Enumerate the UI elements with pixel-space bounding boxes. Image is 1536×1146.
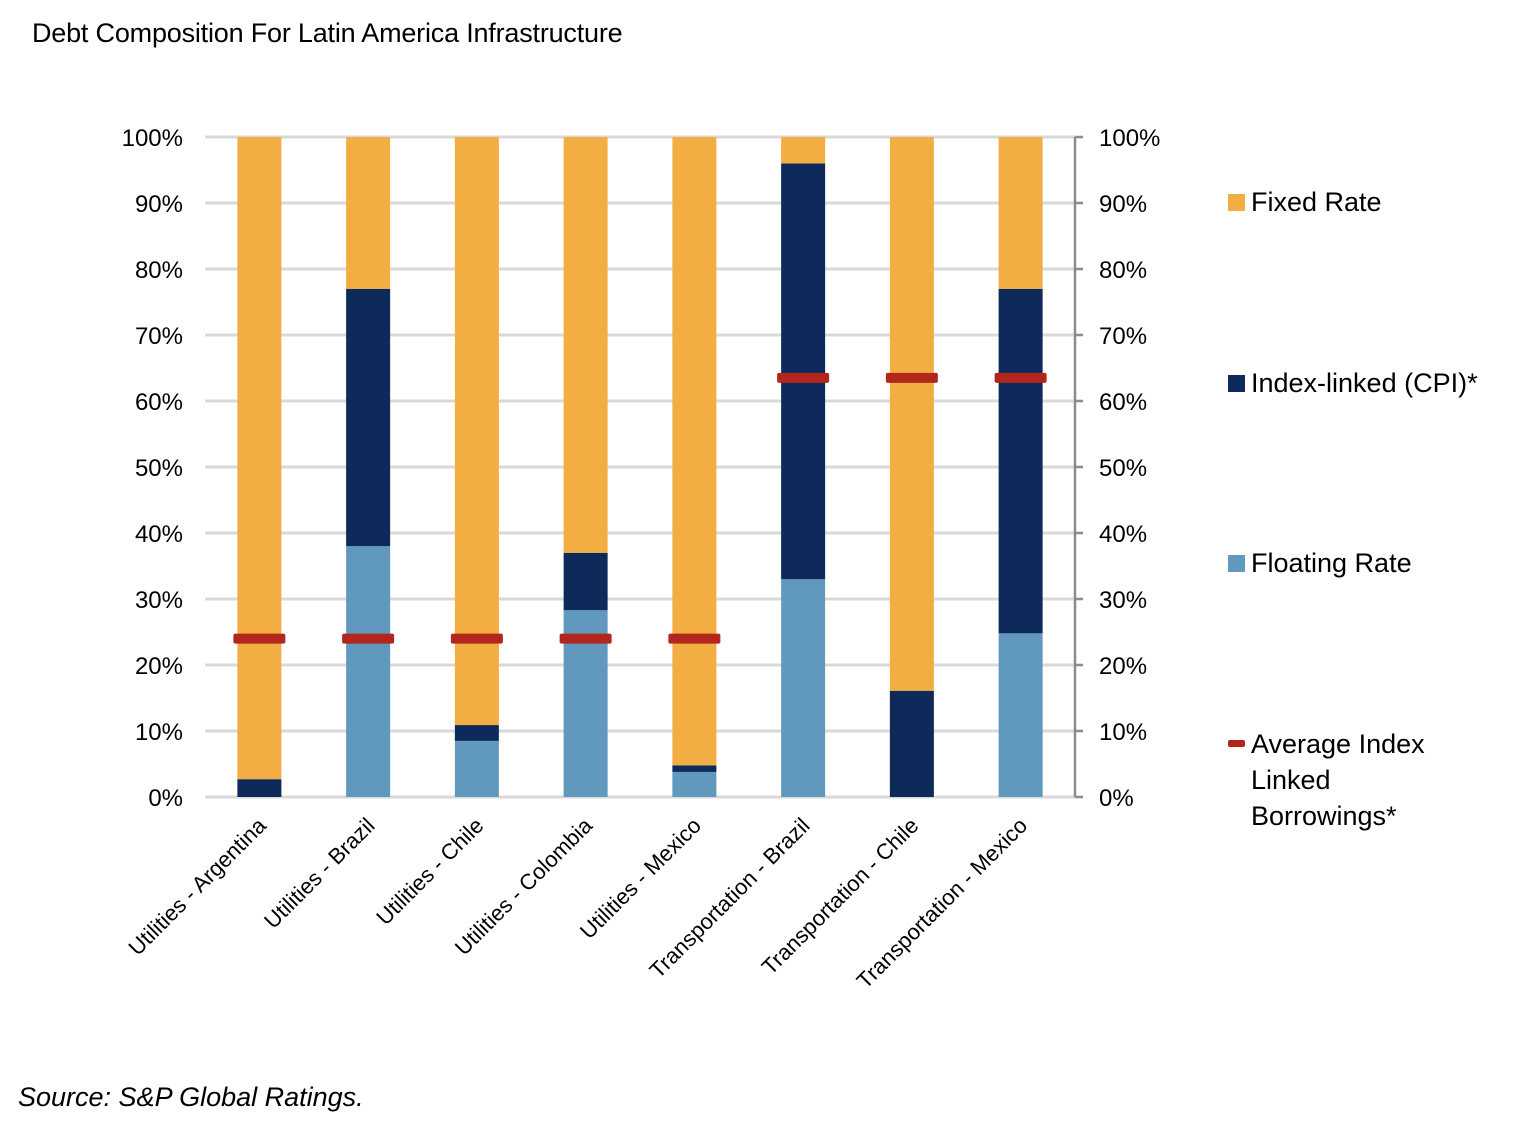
bar-segment-index-linked-cpi bbox=[781, 163, 826, 580]
bar-segment-floating-rate bbox=[672, 771, 717, 797]
average-index-linked-marker bbox=[559, 633, 612, 644]
bar-segment-index-linked-cpi bbox=[454, 725, 499, 741]
bar-segment-fixed-rate bbox=[998, 137, 1043, 289]
bar-segment-index-linked-cpi bbox=[237, 779, 282, 797]
legend-label: Index-linked (CPI)* bbox=[1251, 368, 1478, 398]
x-category-label: Utilities - Chile bbox=[371, 813, 488, 930]
chart-title: Debt Composition For Latin America Infra… bbox=[32, 18, 623, 48]
y-tick-label: 90% bbox=[135, 191, 183, 218]
secondary-y-tick-label: 0% bbox=[1099, 785, 1134, 812]
secondary-y-tick-label: 50% bbox=[1099, 455, 1147, 482]
bar-segment-floating-rate bbox=[998, 633, 1043, 797]
secondary-y-tick-label: 20% bbox=[1099, 653, 1147, 680]
average-index-linked-marker bbox=[777, 372, 830, 383]
bar-segment-fixed-rate bbox=[237, 137, 282, 780]
average-index-linked-marker bbox=[450, 633, 503, 644]
legend-label: Fixed Rate bbox=[1251, 187, 1382, 217]
y-tick-label: 40% bbox=[135, 521, 183, 548]
y-tick-label: 0% bbox=[148, 785, 183, 812]
secondary-y-tick-label: 70% bbox=[1099, 323, 1147, 350]
bar-segment-index-linked-cpi bbox=[563, 552, 608, 611]
y-tick-label: 50% bbox=[135, 455, 183, 482]
bar-segment-fixed-rate bbox=[781, 137, 826, 164]
bar-segment-index-linked-cpi bbox=[672, 765, 717, 772]
source-note: Source: S&P Global Ratings. bbox=[18, 1082, 364, 1112]
legend-label: Floating Rate bbox=[1251, 548, 1412, 578]
bar-segment-floating-rate bbox=[454, 740, 499, 797]
secondary-y-tick-label: 100% bbox=[1099, 125, 1160, 152]
legend-label: Borrowings* bbox=[1251, 801, 1397, 831]
y-tick-label: 100% bbox=[122, 125, 183, 152]
bar-segment-index-linked-cpi bbox=[346, 288, 391, 547]
secondary-y-tick-label: 80% bbox=[1099, 257, 1147, 284]
secondary-y-tick-label: 60% bbox=[1099, 389, 1147, 416]
bar-segment-fixed-rate bbox=[346, 137, 391, 289]
y-tick-label: 80% bbox=[135, 257, 183, 284]
average-index-linked-marker bbox=[885, 372, 938, 383]
secondary-y-tick-label: 40% bbox=[1099, 521, 1147, 548]
bar-segment-fixed-rate bbox=[563, 137, 608, 553]
legend-swatch bbox=[1228, 194, 1245, 211]
legend-swatch-dash bbox=[1228, 740, 1245, 747]
bar-segment-fixed-rate bbox=[889, 137, 934, 691]
x-category-label: Utilities - Argentina bbox=[124, 812, 272, 960]
bar-segment-fixed-rate bbox=[454, 137, 499, 726]
bar-segment-index-linked-cpi bbox=[998, 288, 1043, 634]
legend-swatch bbox=[1228, 555, 1245, 572]
average-index-linked-marker bbox=[994, 372, 1047, 383]
bar-segment-floating-rate bbox=[346, 546, 391, 797]
legend-label: Linked bbox=[1251, 765, 1331, 795]
bar-segment-index-linked-cpi bbox=[889, 690, 934, 797]
y-tick-label: 10% bbox=[135, 719, 183, 746]
y-tick-label: 70% bbox=[135, 323, 183, 350]
y-tick-label: 30% bbox=[135, 587, 183, 614]
average-index-linked-marker bbox=[342, 633, 395, 644]
secondary-y-tick-label: 90% bbox=[1099, 191, 1147, 218]
bar-segment-floating-rate bbox=[781, 579, 826, 797]
average-index-linked-marker bbox=[233, 633, 286, 644]
y-tick-label: 60% bbox=[135, 389, 183, 416]
secondary-y-tick-label: 30% bbox=[1099, 587, 1147, 614]
x-category-label: Utilities - Brazil bbox=[259, 813, 380, 934]
legend-swatch bbox=[1228, 375, 1245, 392]
secondary-y-tick-label: 10% bbox=[1099, 719, 1147, 746]
legend-label: Average Index bbox=[1251, 729, 1425, 759]
y-tick-label: 20% bbox=[135, 653, 183, 680]
average-index-linked-marker bbox=[668, 633, 721, 644]
bar-segment-fixed-rate bbox=[672, 137, 717, 766]
